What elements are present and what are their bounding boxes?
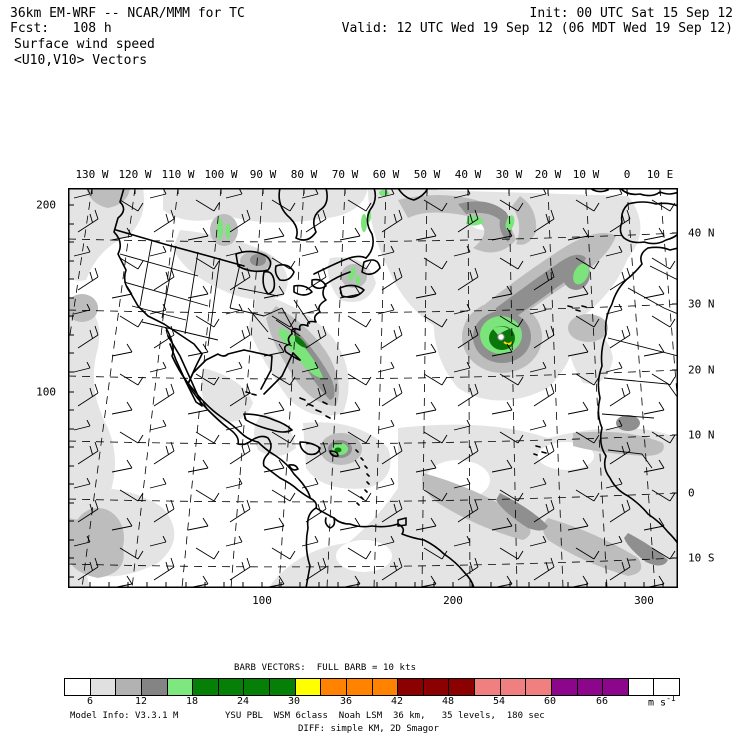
forecast-hour-line: Fcst: 108 h [10, 21, 112, 36]
colorbar-tick-label: 36 [339, 696, 353, 707]
longitude-label: 30 W [495, 168, 523, 181]
colorbar-tick-label: 6 [86, 696, 94, 707]
valid-time-line: Valid: 12 UTC Wed 19 Sep 12 (06 MDT Wed … [341, 21, 733, 36]
colorbar-cell [346, 679, 373, 695]
physics-options-text: YSU PBL WSM 6class Noah LSM 36 km, 35 le… [225, 711, 545, 721]
latitude-label: 20 N [688, 363, 715, 377]
colorbar-cell [65, 679, 91, 695]
field-name-line: Surface wind speed [14, 37, 155, 52]
longitude-label: 110 W [161, 168, 195, 181]
gridpoint-label: 100 [252, 594, 272, 607]
colorbar-tick-label: 60 [543, 696, 557, 707]
latitude-label: 10 S [688, 551, 715, 565]
longitude-label: 10 W [572, 168, 600, 181]
coastlines [113, 187, 679, 589]
colorbar-cell [295, 679, 322, 695]
longitude-label: 120 W [118, 168, 152, 181]
longitude-label: 20 W [534, 168, 562, 181]
latitude-label: 0 [688, 486, 695, 500]
units-base: m s [648, 697, 667, 709]
colorbar-cell [372, 679, 399, 695]
colorbar-cell [90, 679, 117, 695]
latitude-label: 30 N [688, 297, 715, 311]
forecast-map [31, 187, 694, 589]
colorbar-cell [116, 679, 142, 695]
model-version-text: Model Info: V3.3.1 M [70, 711, 179, 721]
colorbar-cell [244, 679, 270, 695]
colorbar-tick-label: 30 [287, 696, 301, 707]
colorbar-cell [654, 679, 679, 695]
colorbar-tick-label: 24 [236, 696, 250, 707]
colorbar-tick-label: 12 [134, 696, 148, 707]
barb-legend-text: BARB VECTORS: FULL BARB = 10 kts [234, 663, 417, 673]
gridpoint-label: 200 [443, 594, 463, 607]
diffusion-options-text: DIFF: simple KM, 2D Smagor [298, 724, 439, 734]
colorbar-cell [141, 679, 168, 695]
colorbar-cell [500, 679, 527, 695]
colorbar-units: m s-1 [648, 694, 676, 708]
latitude-label: 10 N [688, 428, 715, 442]
colorbar-tick-label: 54 [492, 696, 506, 707]
colorbar-cell [218, 679, 245, 695]
latitude-label: 40 N [688, 226, 715, 240]
longitude-label: 40 W [454, 168, 482, 181]
gridpoint-label: 200 [36, 198, 56, 212]
colorbar-tick-label: 42 [390, 696, 404, 707]
map-frame [68, 188, 678, 588]
longitude-label: 80 W [290, 168, 318, 181]
colorbar-tick-label: 48 [441, 696, 455, 707]
units-exponent: -1 [666, 694, 676, 703]
longitude-label: 90 W [249, 168, 277, 181]
colorbar-cell [193, 679, 219, 695]
colorbar-cell [321, 679, 347, 695]
island-specks [245, 305, 587, 506]
colorbar-tick-label: 18 [185, 696, 199, 707]
colorbar-cell [270, 679, 296, 695]
wind-barbs-field [68, 188, 678, 588]
colorbar-cell [551, 679, 578, 695]
longitude-label: 10 E [646, 168, 674, 181]
colorbar-cell [475, 679, 501, 695]
vector-name-line: <U10,V10> Vectors [14, 53, 148, 68]
colorbar-cell [423, 679, 450, 695]
colorbar-tick-label: 66 [595, 696, 609, 707]
gridpoint-label: 300 [634, 594, 654, 607]
wind-speed-colorbar [64, 678, 680, 696]
colorbar-cell [167, 679, 194, 695]
map-canvas [31, 187, 694, 589]
state-borders [119, 239, 679, 469]
colorbar-cell [577, 679, 604, 695]
longitude-label: 130 W [75, 168, 109, 181]
title-model-line: 36km EM-WRF -- NCAR/MMM for TC [10, 6, 245, 21]
longitude-label: 100 W [204, 168, 238, 181]
colorbar-cell [603, 679, 629, 695]
init-time-line: Init: 00 UTC Sat 15 Sep 12 [529, 6, 734, 21]
gridpoint-label: 100 [36, 385, 56, 399]
longitude-label: 0 [623, 168, 631, 181]
longitude-label: 50 W [413, 168, 441, 181]
colorbar-cell [449, 679, 475, 695]
colorbar-cell [628, 679, 655, 695]
longitude-label: 60 W [372, 168, 400, 181]
longitude-label: 70 W [331, 168, 359, 181]
colorbar-cell [398, 679, 424, 695]
colorbar-cell [526, 679, 552, 695]
